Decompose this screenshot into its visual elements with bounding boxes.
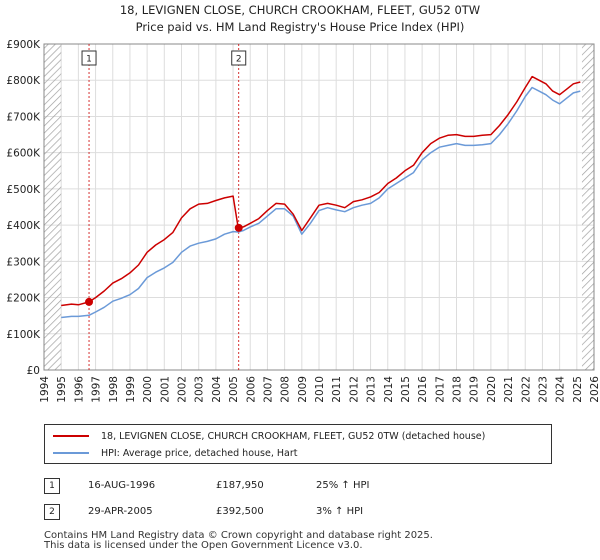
x-tick-label: 2022 <box>520 376 532 403</box>
y-tick-label: £600K <box>6 148 41 160</box>
sale-marker-badge <box>81 50 97 66</box>
y-tick-label: £800K <box>6 75 41 87</box>
legend-swatch-property <box>53 435 89 437</box>
chart-subtitle: Price paid vs. HM Land Registry's House … <box>136 20 465 34</box>
sale-price: £392,500 <box>216 506 264 517</box>
sale-number-badge: 2 <box>44 504 60 520</box>
x-tick-label: 2011 <box>331 376 343 403</box>
chart-title: 18, LEVIGNEN CLOSE, CHURCH CROOKHAM, FLE… <box>120 3 480 17</box>
footer-attribution: Contains HM Land Registry data © Crown c… <box>44 531 433 551</box>
x-tick-label: 2023 <box>537 376 549 403</box>
x-tick-label: 2002 <box>177 376 189 403</box>
sales-table: 1 16-AUG-1996 £187,950 25% ↑ HPI 2 29-AP… <box>44 478 564 530</box>
legend-item-property: 18, LEVIGNEN CLOSE, CHURCH CROOKHAM, FLE… <box>53 428 485 444</box>
legend-label-property: 18, LEVIGNEN CLOSE, CHURCH CROOKHAM, FLE… <box>101 430 486 442</box>
y-tick-label: £200K <box>6 293 41 305</box>
x-tick-label: 2024 <box>555 376 567 403</box>
sale-date: 29-APR-2005 <box>88 506 153 517</box>
x-tick-label: 2003 <box>194 376 206 403</box>
sale-date: 16-AUG-1996 <box>88 480 156 491</box>
y-tick-label: £300K <box>6 256 41 268</box>
sale-marker-label: 2 <box>236 55 242 65</box>
y-tick-label: £700K <box>6 111 41 123</box>
sale-point <box>234 223 243 232</box>
sale-hpi-change: 25% ↑ HPI <box>316 480 370 491</box>
x-tick-label: 2026 <box>589 376 600 403</box>
plot-border <box>43 43 595 371</box>
hatch-region-left <box>44 44 62 370</box>
x-tick-label: 2020 <box>486 376 498 403</box>
series-line <box>61 86 581 319</box>
y-tick-label: £0 <box>27 365 40 377</box>
x-tick-label: 2009 <box>297 376 309 403</box>
sale-row: 1 16-AUG-1996 £187,950 25% ↑ HPI <box>44 478 564 504</box>
y-tick-label: £400K <box>6 220 41 232</box>
x-tick-label: 2018 <box>452 376 464 403</box>
sale-hpi-change: 3% ↑ HPI <box>316 506 364 517</box>
price-chart: 18, LEVIGNEN CLOSE, CHURCH CROOKHAM, FLE… <box>6 3 600 403</box>
footer-line-1: Contains HM Land Registry data © Crown c… <box>44 530 433 541</box>
y-tick-label: £500K <box>6 184 41 196</box>
sale-price: £187,950 <box>216 480 264 491</box>
chart-legend: 18, LEVIGNEN CLOSE, CHURCH CROOKHAM, FLE… <box>44 424 552 464</box>
x-tick-label: 2021 <box>503 376 515 403</box>
x-tick-label: 1996 <box>73 376 85 403</box>
sale-number-badge: 1 <box>44 478 60 494</box>
sale-marker-badge <box>231 50 247 66</box>
x-tick-label: 2017 <box>434 376 446 403</box>
x-tick-label: 2004 <box>211 376 223 403</box>
x-tick-label: 2025 <box>572 376 584 403</box>
x-tick-label: 2015 <box>400 376 412 403</box>
x-tick-label: 2005 <box>228 376 240 403</box>
y-tick-label: £100K <box>6 329 41 341</box>
y-tick-label: £900K <box>6 39 41 51</box>
sale-row: 2 29-APR-2005 £392,500 3% ↑ HPI <box>44 504 564 530</box>
x-tick-label: 2001 <box>159 376 171 403</box>
x-tick-label: 2014 <box>383 376 395 403</box>
x-tick-label: 1998 <box>108 376 120 403</box>
x-tick-label: 2000 <box>142 376 154 403</box>
x-tick-label: 2008 <box>280 376 292 403</box>
footer-line-2: This data is licensed under the Open Gov… <box>44 540 363 551</box>
legend-item-hpi: HPI: Average price, detached house, Hart <box>53 445 297 461</box>
hatch-region-right <box>581 44 594 370</box>
x-tick-label: 2010 <box>314 376 326 403</box>
series-line <box>61 75 581 307</box>
legend-swatch-hpi <box>53 452 89 454</box>
x-tick-label: 1999 <box>125 376 137 403</box>
x-tick-label: 2007 <box>262 376 274 403</box>
x-tick-label: 2013 <box>366 376 378 403</box>
x-tick-label: 1997 <box>91 376 103 403</box>
x-tick-label: 2019 <box>469 376 481 403</box>
x-tick-label: 1994 <box>39 376 51 403</box>
x-tick-label: 2012 <box>348 376 360 403</box>
legend-label-hpi: HPI: Average price, detached house, Hart <box>101 447 298 459</box>
x-tick-label: 2006 <box>245 376 257 403</box>
x-tick-label: 1995 <box>56 376 68 403</box>
sale-marker-label: 1 <box>86 55 92 65</box>
x-tick-label: 2016 <box>417 376 429 403</box>
sale-point <box>85 297 94 306</box>
